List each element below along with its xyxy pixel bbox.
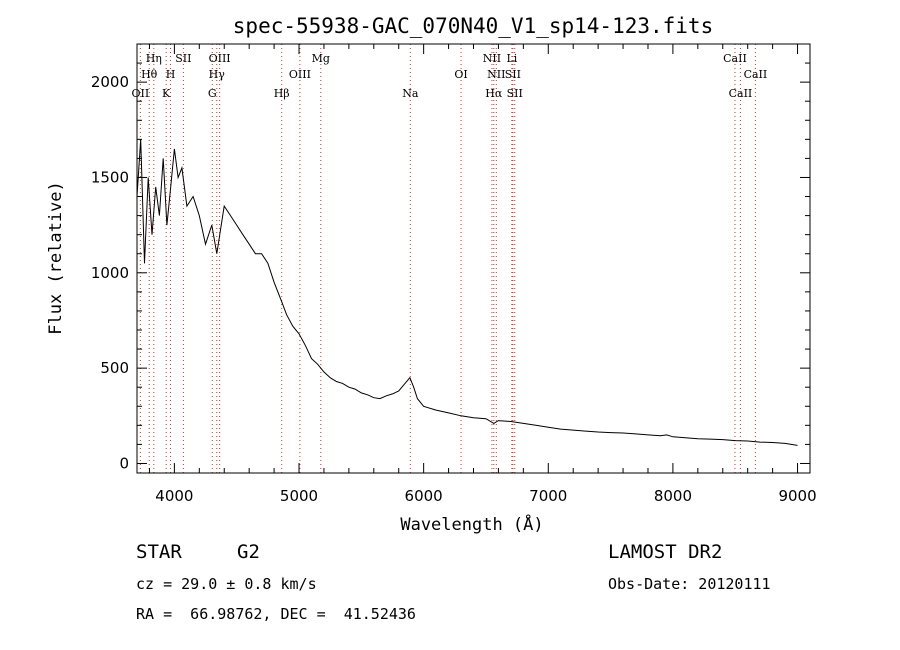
line-label-13: OI (454, 68, 467, 81)
line-label-5: SII (175, 52, 191, 65)
line-label-11: Mg (312, 52, 330, 65)
spectral-line-markers (139, 44, 756, 473)
x-axis-label: Wavelength (Å) (400, 513, 543, 535)
sky-coordinates: RA = 66.98762, DEC = 41.52436 (136, 605, 416, 623)
line-label-9: Hβ (274, 87, 290, 100)
chart-title: spec-55938-GAC_070N40_V1_sp14-123.fits (233, 14, 713, 38)
object-class: STAR (136, 541, 182, 563)
x-tick-label-4000: 4000 (155, 487, 193, 505)
x-tick-label-9000: 9000 (778, 487, 816, 505)
line-label-10: OIII (289, 68, 311, 81)
x-tick-label-8000: 8000 (654, 487, 692, 505)
line-label-17: Li (506, 52, 517, 65)
line-label-12: Na (402, 87, 419, 100)
spectral-subclass: G2 (237, 541, 260, 563)
line-label-18: SII (505, 68, 521, 81)
y-tick-label-1500: 1500 (91, 168, 129, 186)
line-label-14: NII (483, 52, 501, 65)
y-tick-label-1000: 1000 (91, 264, 129, 282)
line-label-22: CaII (744, 68, 768, 81)
observation-date: Obs-Date: 20120111 (608, 575, 771, 593)
y-tick-label-2000: 2000 (91, 73, 129, 91)
plot-frame (136, 43, 811, 474)
line-label-6: G (208, 87, 217, 100)
line-label-2: Hη (146, 52, 162, 65)
line-label-7: Hγ (209, 68, 226, 81)
line-label-16: Hα (485, 87, 503, 100)
y-axis-ticks: 0 500 1000 1500 2000 (91, 43, 810, 472)
line-label-4: H (166, 68, 176, 81)
line-label-19: SII (507, 87, 523, 100)
line-label-3: K (162, 87, 171, 100)
y-axis-label: Flux (relative) (46, 181, 66, 335)
line-label-1: Hθ (141, 68, 158, 81)
x-axis-ticks: 4000 5000 6000 7000 8000 9000 (148, 44, 817, 505)
line-label-15: NII (487, 68, 505, 81)
redshift-velocity: cz = 29.0 ± 0.8 km/s (136, 575, 317, 593)
line-label-20: CaII (723, 52, 747, 65)
survey-release: LAMOST DR2 (608, 541, 723, 563)
y-tick-label-500: 500 (100, 359, 129, 377)
x-tick-label-6000: 6000 (405, 487, 443, 505)
y-tick-label-0: 0 (119, 454, 129, 472)
x-tick-label-5000: 5000 (280, 487, 318, 505)
spectral-line-labels: OIIHθHηKHSIIGHγOIIIHβOIIIMgNaOINIINIIHαL… (132, 52, 768, 100)
line-label-8: OIII (209, 52, 231, 65)
flux-series-line (136, 139, 798, 446)
x-tick-label-7000: 7000 (529, 487, 567, 505)
line-label-0: OII (132, 87, 150, 100)
line-label-21: CaII (729, 87, 753, 100)
